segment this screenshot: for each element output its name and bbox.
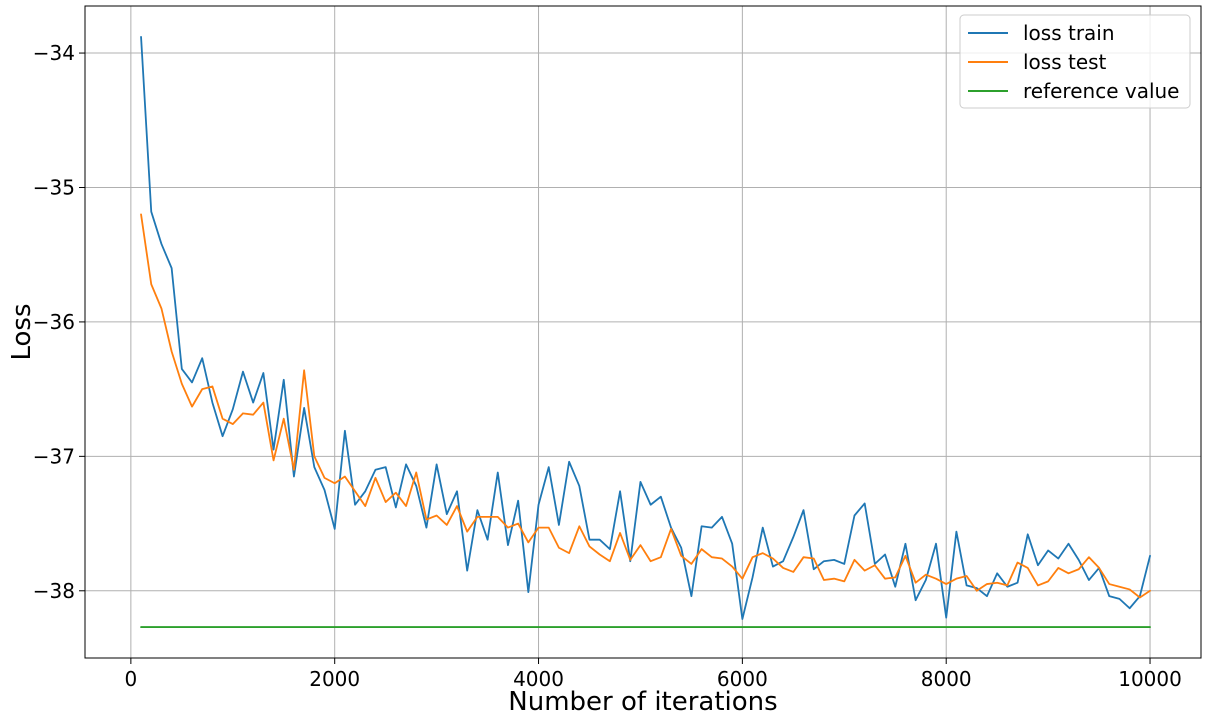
x-axis-ticks: 0 2000 4000 6000 8000 10000 xyxy=(124,658,1182,691)
x-tick-label-4000: 4000 xyxy=(513,667,564,691)
y-tick-label--34: −34 xyxy=(33,41,75,65)
x-tick-label-6000: 6000 xyxy=(717,667,768,691)
y-tick-label--36: −36 xyxy=(33,310,75,334)
x-tick-label-8000: 8000 xyxy=(921,667,972,691)
y-axis-label: Loss xyxy=(7,303,37,360)
x-axis-label: Number of iterations xyxy=(508,687,777,717)
legend-label-reference-value: reference value xyxy=(1023,79,1179,103)
legend: loss train loss test reference value xyxy=(959,14,1191,109)
series-line-loss-test xyxy=(140,213,1151,599)
y-axis-ticks: −38 −37 −36 −35 −34 xyxy=(33,41,85,603)
y-tick-label--37: −37 xyxy=(33,444,75,468)
legend-label-loss-test: loss test xyxy=(1023,50,1107,74)
x-tick-label-0: 0 xyxy=(124,667,137,691)
plot-frame xyxy=(84,5,1202,659)
legend-label-loss-train: loss train xyxy=(1023,21,1115,45)
legend-box xyxy=(959,14,1191,109)
x-tick-label-2000: 2000 xyxy=(309,667,360,691)
x-tick-label-10000: 10000 xyxy=(1118,667,1182,691)
y-tick-label--35: −35 xyxy=(33,175,75,199)
plot-lines xyxy=(140,36,1151,628)
y-tick-label--38: −38 xyxy=(33,579,75,603)
series-line-loss-train xyxy=(140,36,1151,620)
